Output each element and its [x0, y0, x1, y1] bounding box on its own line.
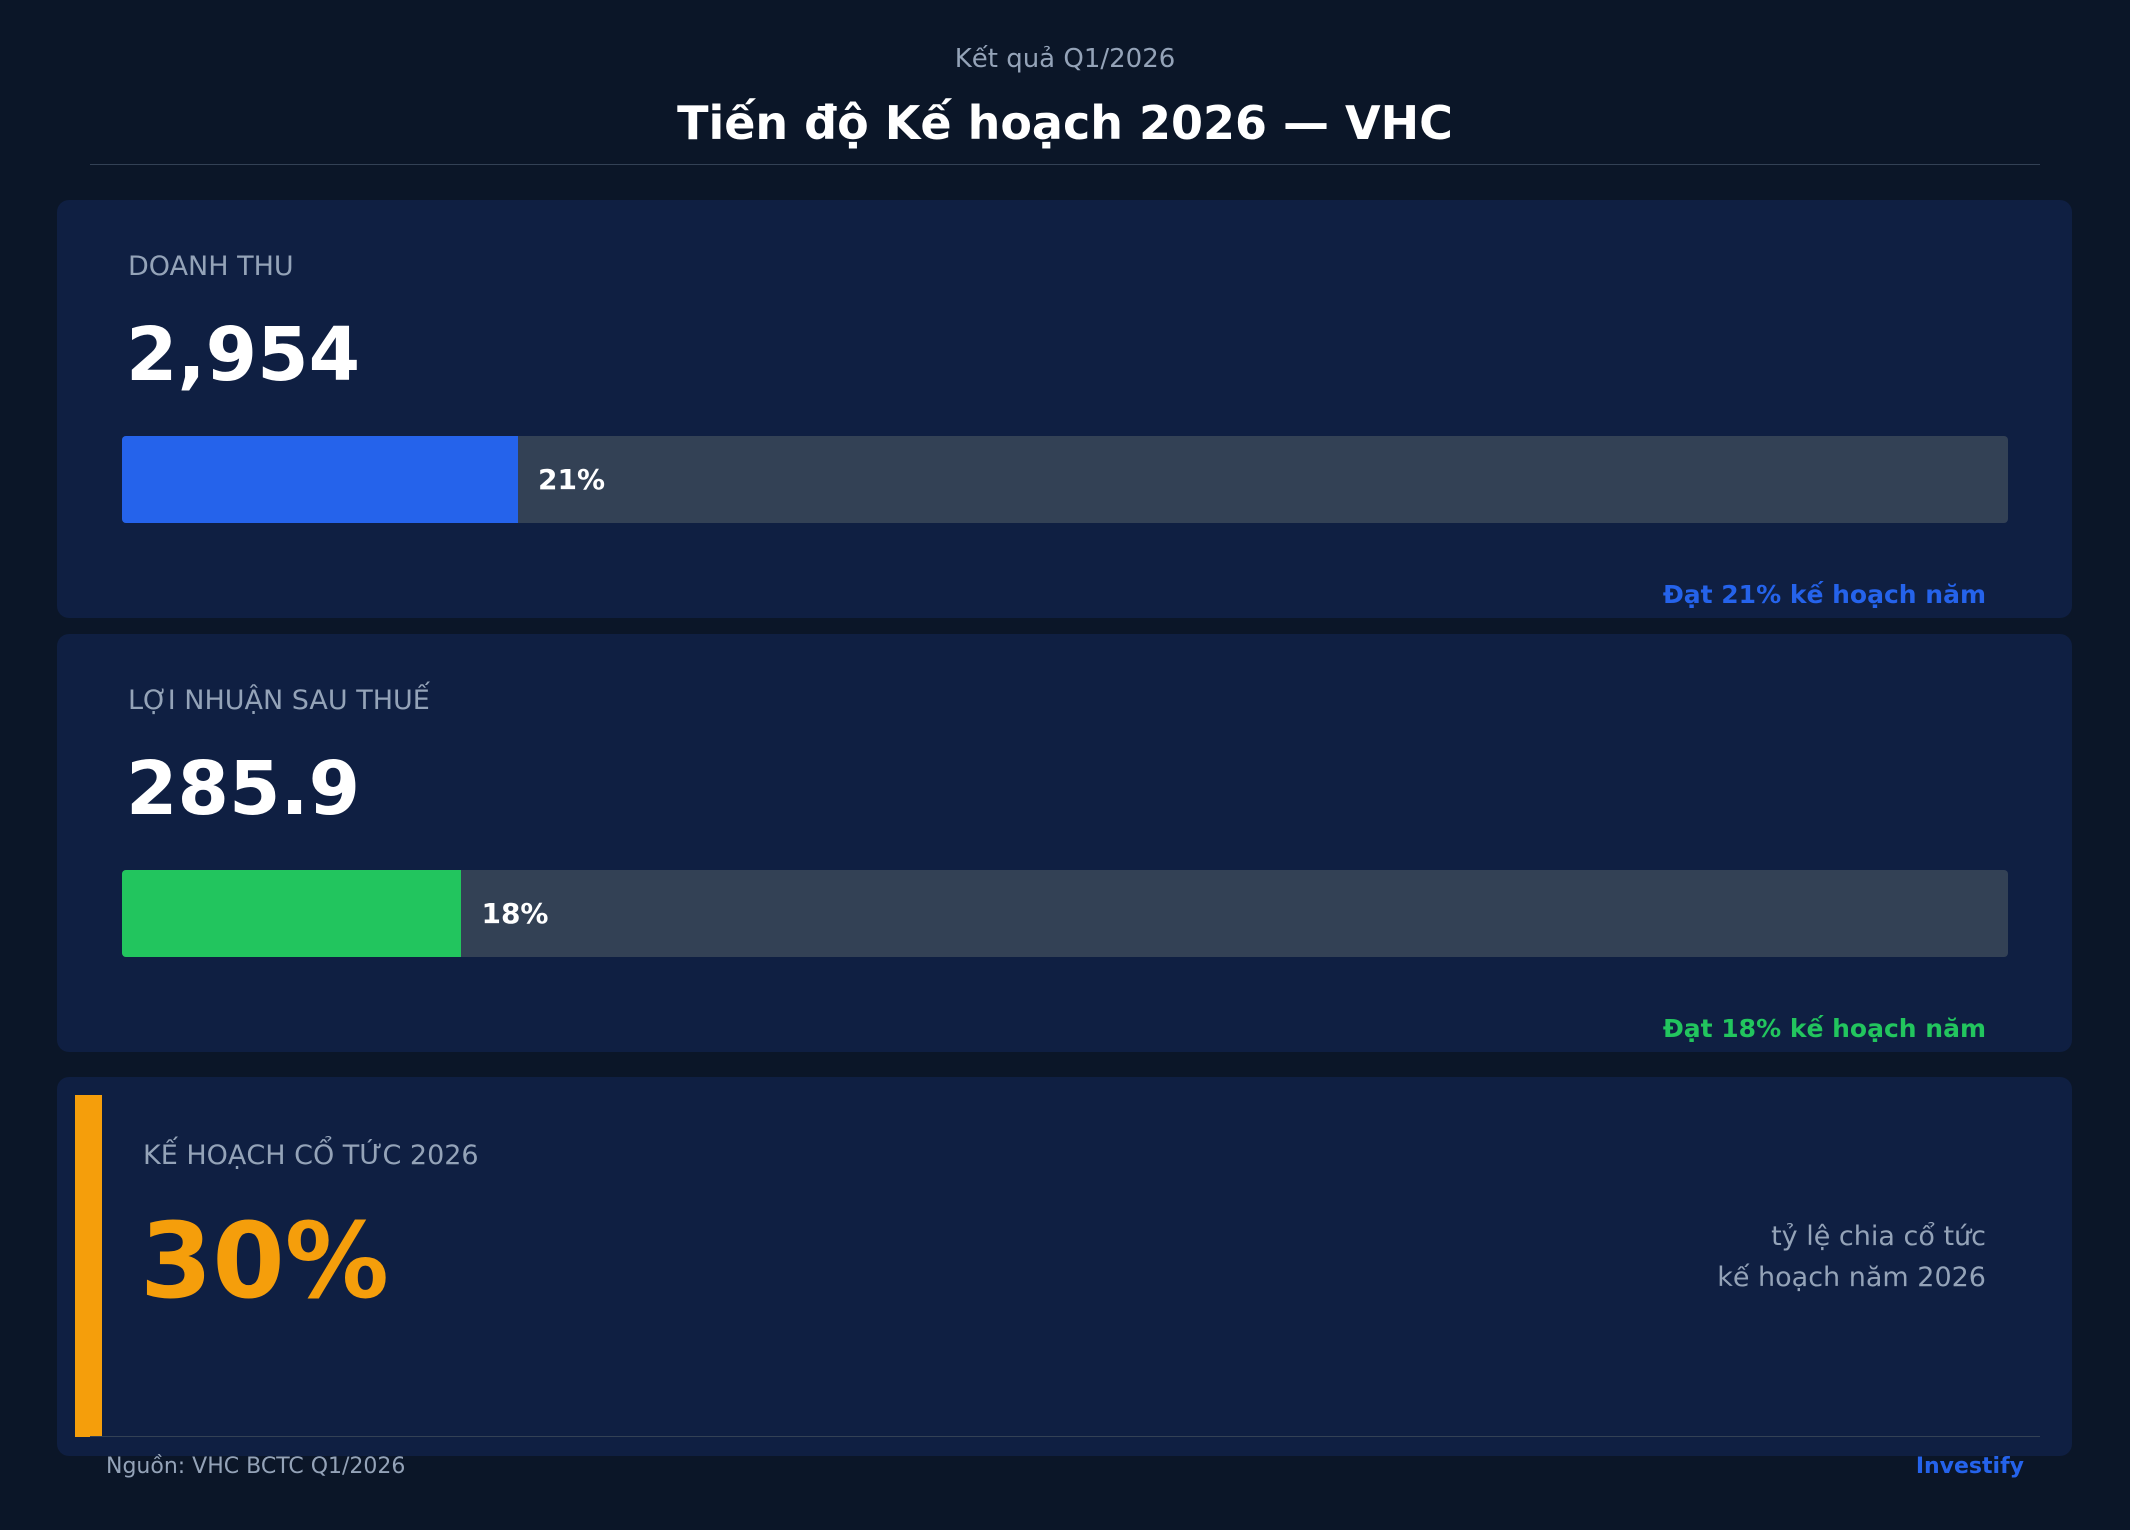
progress-fill [122, 436, 519, 523]
divider [90, 1436, 2040, 1437]
title: Tiến độ Kế hoạch 2026 — VHC [677, 96, 1453, 150]
progress-track: 21% [122, 436, 2008, 523]
description-line: tỷ lệ chia cổ tức [1771, 1221, 1986, 1252]
metric-card [57, 200, 2072, 618]
metric-value: 2,954 [126, 312, 361, 398]
divider [90, 164, 2040, 165]
metric-value: 285.9 [126, 746, 361, 832]
source: Nguồn: VHC BCTC Q1/2026 [106, 1454, 406, 1479]
description-line: kế hoạch năm 2026 [1717, 1262, 1986, 1293]
progress-track: 18% [122, 870, 2008, 957]
progress-fill [122, 870, 462, 957]
metric-label: DOANH THU [128, 251, 294, 282]
progress-label: 21% [538, 463, 606, 496]
accent-bar [75, 1095, 102, 1437]
progress-label: 18% [481, 897, 549, 930]
dividend-value: 30% [140, 1200, 389, 1322]
subtitle: Kết quả Q1/2026 [954, 44, 1176, 74]
metric-label: LỢI NHUẬN SAU THUẾ [128, 685, 430, 716]
dividend-label: KẾ HOẠCH CỔ TỨC 2026 [143, 1140, 479, 1171]
metric-note: Đạt 18% kế hoạch năm [1662, 1014, 1986, 1043]
metric-card [57, 634, 2072, 1052]
metric-note: Đạt 21% kế hoạch năm [1662, 580, 1986, 609]
dividend-card [57, 1077, 2072, 1456]
dividend-description: tỷ lệ chia cổ tức kế hoạch năm 2026 [1717, 1216, 1986, 1298]
brand: Investify [1915, 1454, 2024, 1479]
